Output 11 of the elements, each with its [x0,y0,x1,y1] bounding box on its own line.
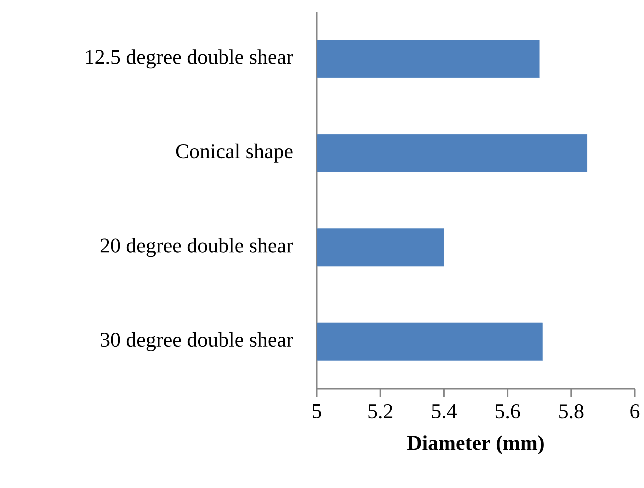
x-tick-label: 5.6 [496,404,520,419]
x-tick-label: 5.2 [368,404,393,419]
x-axis-title: Diameter (mm) [408,436,544,455]
x-tick-label: 6 [630,404,640,419]
x-tick-label: 5.4 [432,404,457,419]
x-tick-label: 5 [312,404,322,418]
y-tick-label: 12.5 degree double shear [86,50,294,69]
y-tick-label: Conical shape [176,144,293,163]
y-tick-label: 30 degree double shear [101,332,294,352]
x-tick-label: 5.8 [560,404,584,419]
y-tick-label: 20 degree double shear [100,238,294,258]
